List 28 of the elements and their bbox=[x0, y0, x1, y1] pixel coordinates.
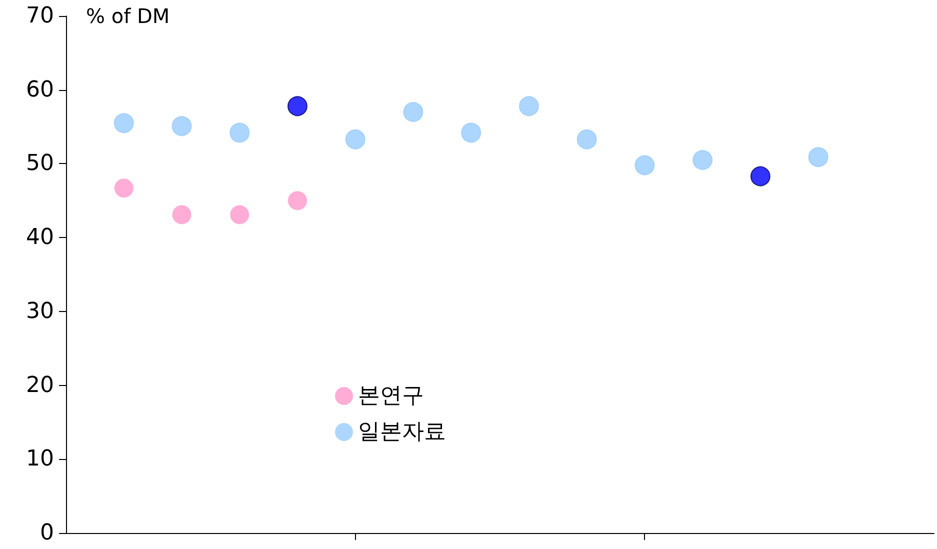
y-tick-label: 10 bbox=[26, 446, 54, 472]
point bbox=[692, 150, 713, 170]
point bbox=[172, 205, 192, 224]
point bbox=[518, 96, 539, 116]
point bbox=[576, 129, 597, 150]
point bbox=[750, 166, 770, 186]
point bbox=[634, 155, 655, 176]
point bbox=[114, 178, 134, 198]
y-tick-label: 50 bbox=[26, 151, 54, 176]
y-tick-label: 60 bbox=[26, 77, 54, 102]
point bbox=[403, 102, 424, 122]
point bbox=[345, 129, 366, 150]
point bbox=[461, 122, 482, 143]
point bbox=[808, 147, 828, 168]
point bbox=[114, 113, 134, 134]
point bbox=[287, 96, 308, 116]
y-tick-label: 70 bbox=[26, 4, 54, 28]
point bbox=[172, 116, 192, 136]
y-tick-label: 20 bbox=[26, 372, 54, 398]
point bbox=[230, 205, 250, 224]
point bbox=[288, 191, 307, 210]
y-axis-title: % of DM bbox=[86, 4, 170, 28]
point bbox=[230, 122, 250, 143]
y-tick-label: 30 bbox=[26, 298, 54, 324]
y-tick-label: 40 bbox=[26, 225, 54, 250]
legend-label: 본연구 bbox=[358, 384, 424, 408]
legend-label: 일본자료 bbox=[358, 420, 446, 444]
y-tick-label: 0 bbox=[40, 520, 54, 546]
